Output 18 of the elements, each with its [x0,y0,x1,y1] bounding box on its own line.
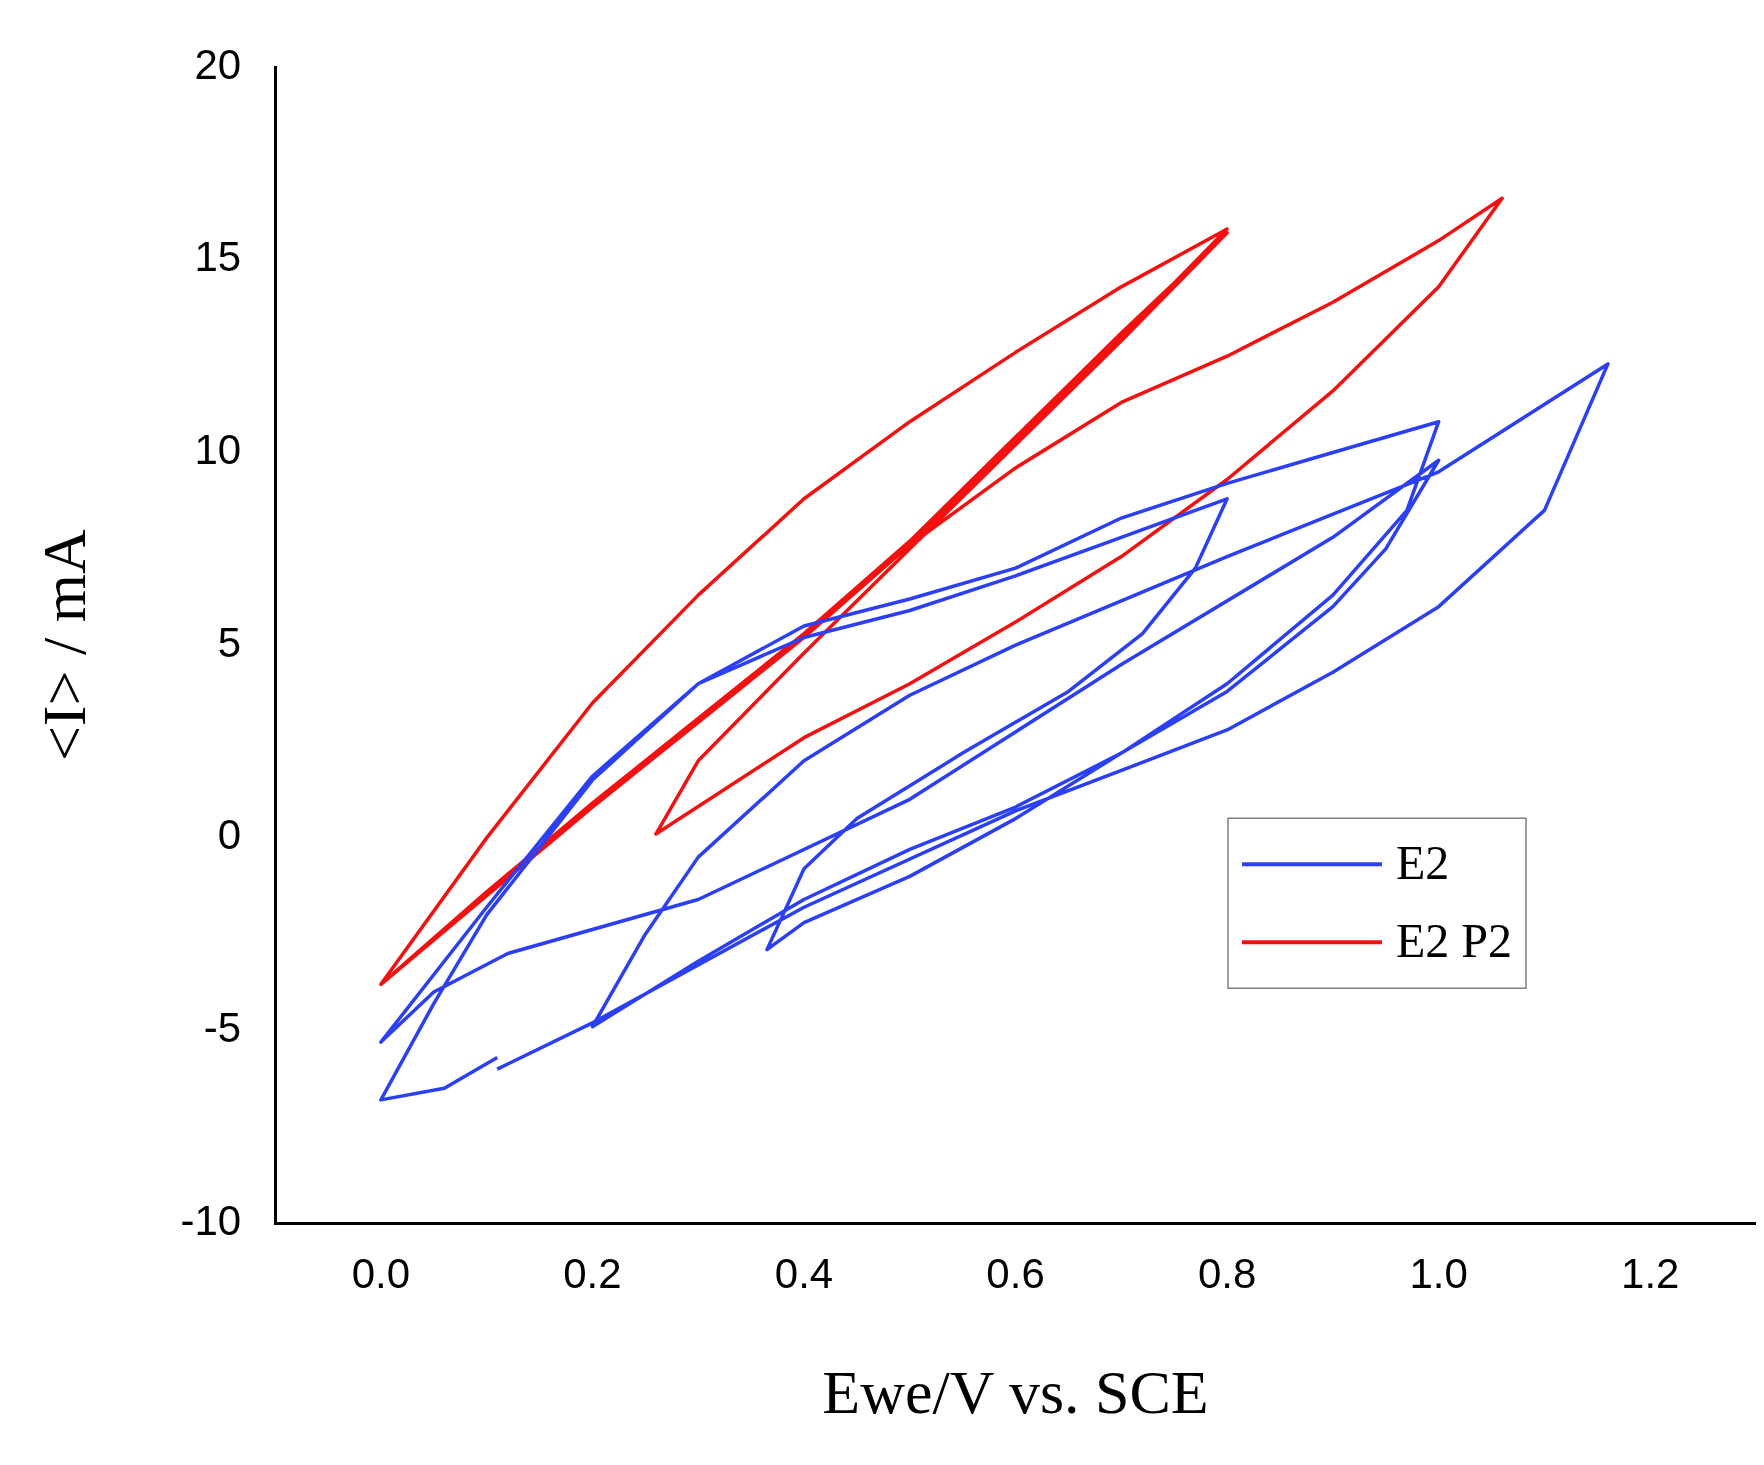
y-tick-label: 0 [217,811,242,859]
x-tick-label: 0.4 [774,1249,834,1297]
y-tick-label: 15 [194,233,242,281]
legend-label: E2 [1395,835,1450,889]
y-axis-title: <I> / mA [30,529,99,762]
y-tick-label: -5 [203,1004,242,1052]
x-tick-label: 1.0 [1409,1249,1468,1297]
y-tick-label: 10 [194,426,242,474]
x-tick-label: 0.6 [986,1249,1045,1297]
x-tick-label: 1.2 [1621,1249,1680,1297]
legend-label: E2 P2 [1395,913,1512,967]
y-tick-label: 20 [194,40,242,88]
x-tick-label: 0.0 [351,1249,411,1297]
x-axis-title: Ewe/V vs. SCE [822,1358,1209,1427]
y-tick-label: -10 [180,1196,242,1244]
x-tick-label: 0.8 [1197,1249,1257,1297]
y-tick-label: 5 [217,618,242,666]
x-tick-label: 0.2 [563,1249,622,1297]
